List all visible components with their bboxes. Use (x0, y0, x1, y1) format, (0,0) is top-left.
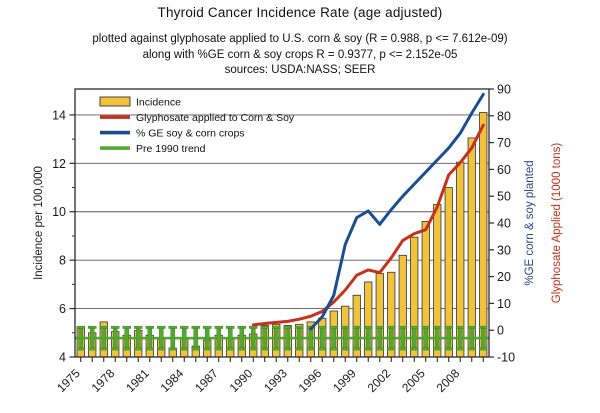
error-bar (375, 325, 384, 351)
x-axis-year-label: 1978 (89, 366, 118, 395)
left-axis-tick-label: 4 (59, 351, 66, 365)
error-bar (467, 325, 476, 351)
x-axis-year-label: 1999 (330, 366, 359, 395)
right-axis-tick-label: 40 (497, 217, 511, 231)
legend-label: % GE soy & corn crops (136, 128, 245, 140)
error-bar (134, 325, 143, 351)
legend: Incidence Glyphosate applied to Corn & So… (99, 96, 295, 155)
right-axis-title-glyphosate: Glyphosate Applied (1000 tons) (551, 143, 563, 304)
error-bar (157, 325, 166, 351)
x-axis-year-label: 1981 (123, 366, 152, 395)
x-axis-year-label: 1993 (261, 366, 290, 395)
right-axis-tick-label: 90 (497, 83, 511, 97)
right-axis-tick-label: 30 (497, 243, 511, 257)
right-axis-tick-label: 70 (497, 136, 511, 150)
error-bar (191, 325, 200, 351)
ge-crops-line (309, 92, 485, 331)
error-bar (180, 325, 189, 351)
trend-line (75, 336, 489, 340)
pre1990-trend (75, 325, 489, 351)
right-axis-tick-label: 60 (497, 163, 511, 177)
left-axis-tick-label: 8 (59, 254, 66, 268)
error-bar (352, 325, 361, 351)
chart-subtitle-ge-crops: along with %GE corn & soy crops R = 0.93… (142, 49, 458, 61)
right-axis: -10 0 10 20 30 40 50 60 70 80 90 %GE corn & soy pla… (489, 83, 563, 365)
x-axis-year-label: 2005 (399, 366, 428, 395)
right-axis-tick-label: 50 (497, 190, 511, 204)
error-bar (111, 325, 120, 351)
chart-subtitle-correlation: plotted against glyphosate applied to U.… (92, 33, 508, 45)
left-axis: 4 6 8 10 12 14 Incidence per 100,000 (33, 108, 75, 365)
legend-item: % GE soy & corn crops (100, 128, 245, 140)
legend-line-swatch (100, 146, 130, 150)
error-bar (456, 325, 465, 351)
chart-sources: sources: USDA:NASS; SEER (224, 64, 376, 76)
glyphosate-line (251, 123, 485, 327)
x-axis-year-label: 1996 (296, 366, 325, 395)
error-bar (88, 325, 97, 351)
x-axis-year-label: 1987 (192, 366, 221, 395)
x-axis-year-label: 2002 (365, 366, 394, 395)
error-bar (249, 325, 258, 351)
right-axis-tick-label: 0 (497, 324, 504, 338)
error-bar (76, 325, 85, 351)
error-bar (329, 325, 338, 351)
error-bar (295, 325, 304, 351)
legend-line-swatch (100, 115, 130, 119)
error-bar (341, 325, 350, 351)
legend-item: Glyphosate applied to Corn & Soy (100, 112, 295, 124)
legend-item: Incidence (99, 96, 181, 109)
error-bar (122, 325, 131, 351)
error-bar (410, 325, 419, 351)
left-axis-tick-label: 14 (52, 108, 66, 122)
error-bar (364, 325, 373, 351)
error-bar (226, 325, 235, 351)
incidence-bar (467, 137, 476, 358)
right-axis-tick-label: 10 (497, 297, 511, 311)
error-bar (168, 325, 177, 351)
error-bar (479, 325, 488, 351)
x-axis-year-label: 2008 (434, 366, 463, 395)
error-bar (421, 325, 430, 351)
gridlines (75, 114, 489, 310)
chart-title: Thyroid Cancer Incidence Rate (age adjus… (157, 5, 443, 20)
error-bar (214, 325, 223, 351)
error-bar (99, 325, 108, 351)
incidence-bar (479, 112, 488, 358)
legend-label: Incidence (136, 97, 181, 109)
error-bar (237, 325, 246, 351)
legend-label: Glyphosate applied to Corn & Soy (136, 112, 295, 124)
right-axis-title-ge: %GE corn & soy planted (524, 160, 536, 285)
legend-line-swatch (100, 130, 130, 135)
error-bar (260, 325, 269, 351)
error-bar (444, 325, 453, 351)
error-bar (398, 325, 407, 351)
left-axis-title: Incidence per 100,000 (33, 166, 45, 280)
left-axis-tick-label: 10 (52, 205, 66, 219)
x-axis-year-label: 1990 (227, 366, 256, 395)
error-bar (203, 325, 212, 351)
error-bar (318, 325, 327, 351)
x-axis: 1975 1978 1981 1984 1987 1990 1993 1996 1999 2002… (54, 357, 484, 395)
right-axis-tick-label: -10 (497, 351, 515, 365)
x-axis-year-label: 1984 (158, 366, 187, 395)
error-bar (387, 325, 396, 351)
left-axis-tick-label: 6 (59, 302, 66, 316)
legend-bar-swatch (99, 96, 131, 107)
right-axis-tick-label: 20 (497, 270, 511, 284)
error-bar (433, 325, 442, 351)
left-axis-tick-label: 12 (52, 157, 66, 171)
error-bar (272, 325, 281, 351)
legend-label: Pre 1990 trend (136, 143, 206, 155)
error-bar (283, 325, 292, 351)
x-axis-year-label: 1975 (54, 366, 83, 395)
legend-item: Pre 1990 trend (100, 143, 206, 155)
right-axis-tick-label: 80 (497, 109, 511, 123)
error-bar (145, 325, 154, 351)
